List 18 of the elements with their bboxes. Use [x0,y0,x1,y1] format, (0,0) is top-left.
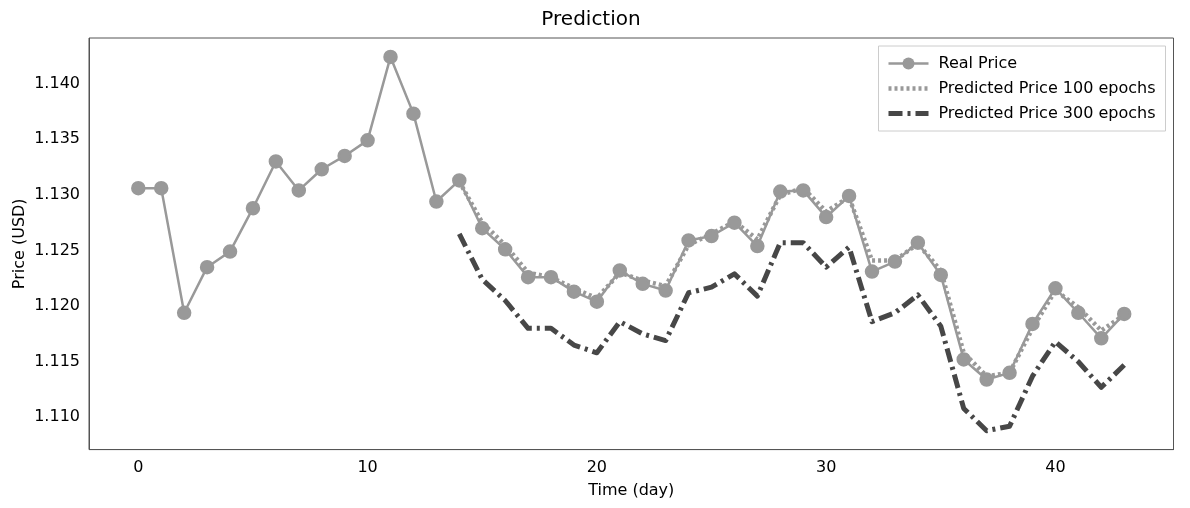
y-tick-label: 1.110 [34,406,80,426]
chart-title: Prediction [541,6,641,31]
y-axis-title: Price (USD) [8,198,28,290]
y-tick-label: 1.125 [34,239,80,259]
y-tick-label: 1.115 [34,350,80,370]
x-axis-title: Time (day) [587,479,675,499]
y-tick-label: 1.130 [34,184,80,204]
legend-label: Predicted Price 300 epochs [938,102,1156,122]
y-tick-label: 1.135 [34,128,80,148]
y-tick-label: 1.140 [34,72,80,92]
x-tick-label: 40 [1045,457,1066,477]
x-tick-label: 0 [133,457,144,477]
x-tick-label: 20 [586,457,608,477]
legend-label: Predicted Price 100 epochs [938,77,1156,97]
y-tick-label: 1.120 [34,295,80,315]
x-tick-label: 10 [357,457,378,477]
x-tick-label: 30 [815,457,837,477]
legend-label: Real Price [938,52,1018,72]
